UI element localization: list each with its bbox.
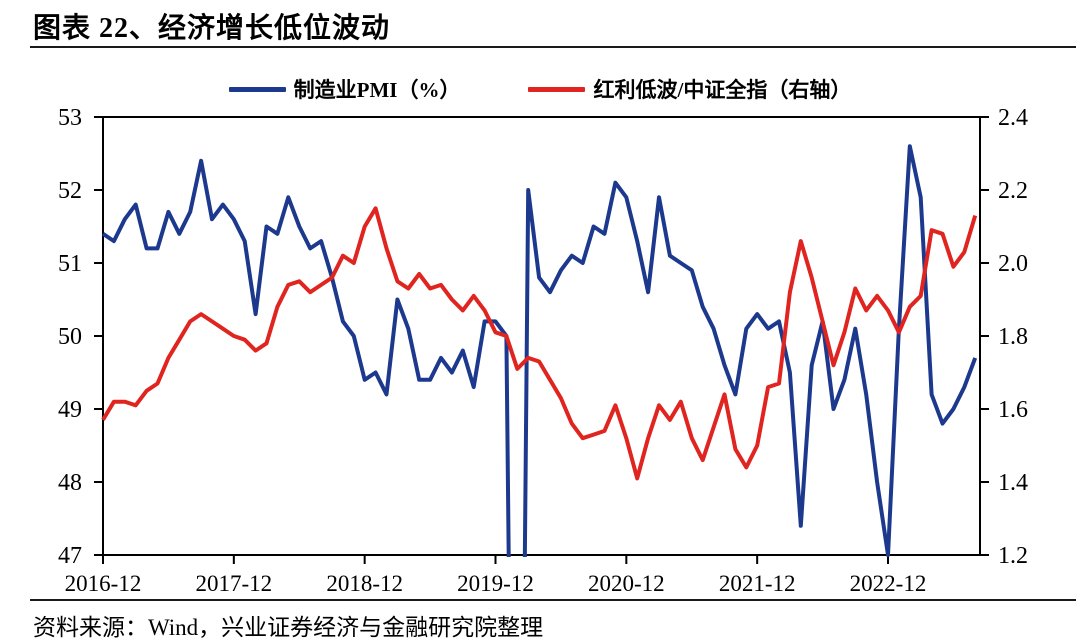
legend-label-pmi: 制造业PMI（%） (293, 78, 461, 102)
left-axis-tick-label: 51 (58, 251, 82, 277)
right-axis-tick-label: 1.8 (998, 324, 1028, 350)
pmi-line (101, 144, 978, 557)
x-axis-tick-label: 2017-12 (195, 571, 272, 596)
x-axis-tick-label: 2019-12 (457, 571, 534, 596)
source-note: 资料来源：Wind，兴业证券经济与金融研究院整理 (33, 615, 544, 640)
x-axis-tick-label: 2018-12 (326, 571, 403, 596)
left-axis-tick-label: 48 (58, 470, 82, 496)
ratio-line (101, 206, 978, 481)
left-axis-tick-label: 52 (58, 178, 82, 204)
ratio-line-swatch (528, 86, 586, 92)
x-axis-tick-label: 2022-12 (850, 571, 927, 596)
right-axis-tick-label: 2.2 (998, 178, 1028, 204)
right-axis-tick-label: 1.6 (998, 397, 1028, 423)
right-axis-tick-label: 1.4 (998, 470, 1028, 496)
left-axis-tick-label: 47 (58, 543, 82, 569)
title-divider (30, 46, 1076, 48)
right-axis-tick-label: 2.0 (998, 251, 1028, 277)
legend-label-ratio: 红利低波/中证全指（右轴） (593, 78, 852, 102)
pmi-line-swatch (228, 86, 286, 92)
left-axis-tick-label: 53 (58, 105, 82, 131)
right-axis-tick-label: 2.4 (998, 105, 1028, 131)
chart-legend: 制造业PMI（%） 红利低波/中证全指（右轴） (0, 74, 1080, 104)
figure-title: 图表 22、经济增长低位波动 (33, 13, 391, 44)
x-axis-tick-label: 2020-12 (588, 571, 665, 596)
legend-item-ratio: 红利低波/中证全指（右轴） (528, 74, 851, 104)
left-axis-tick-label: 50 (58, 324, 82, 350)
right-axis-tick-label: 1.2 (998, 543, 1028, 569)
legend-item-pmi: 制造业PMI（%） (228, 74, 461, 104)
left-axis-tick-label: 49 (58, 397, 82, 423)
x-axis-tick-label: 2016-12 (65, 571, 142, 596)
x-axis-tick-label: 2021-12 (719, 571, 796, 596)
footer-divider (30, 599, 1076, 601)
